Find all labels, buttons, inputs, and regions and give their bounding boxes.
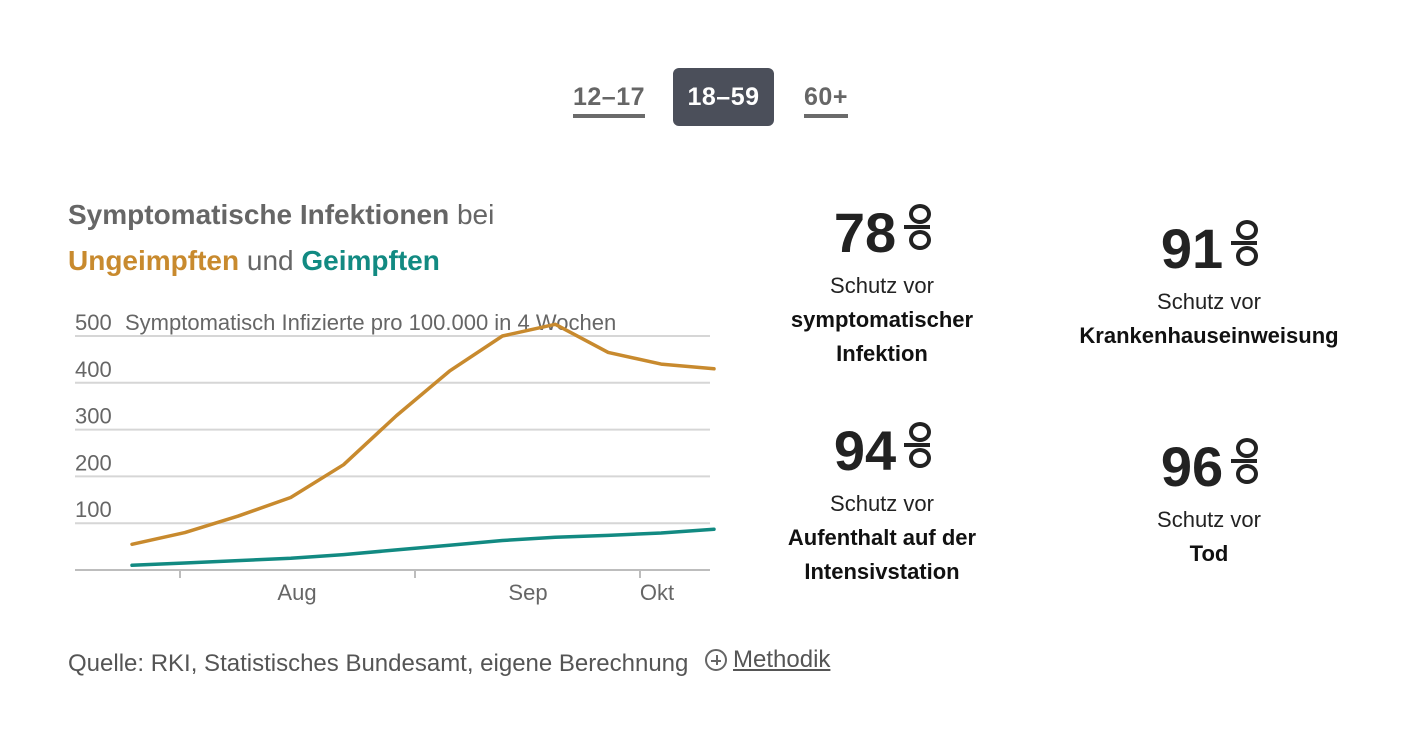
- stat-strong-label: Tod: [1189, 541, 1229, 566]
- stat-number: 96: [1160, 435, 1224, 498]
- stat-strong-label: Krankenhauseinweisung: [1079, 323, 1339, 348]
- y-tick-label: 200: [75, 450, 112, 475]
- source-footer: Quelle: RKI, Statistisches Bundesamt, ei…: [68, 646, 830, 678]
- plus-circle-icon: [705, 649, 728, 671]
- stat-symptomatic-infection: 78 Schutz vor symptomatischer Infektion: [722, 202, 1042, 371]
- y-axis-title: Symptomatisch Infizierte pro 100.000 in …: [125, 310, 616, 335]
- stat-death: 96 Schutz vor Tod: [1049, 436, 1369, 571]
- tab-label: 60+: [804, 82, 848, 118]
- methodik-label: Methodik: [733, 646, 831, 673]
- y-tick-label: 300: [75, 404, 112, 429]
- stat-value: 91: [1049, 218, 1369, 279]
- x-tick-label: Sep: [508, 580, 547, 605]
- tab-60-plus[interactable]: 60+: [800, 68, 852, 126]
- source-text: Quelle: RKI, Statistisches Bundesamt, ei…: [68, 650, 689, 677]
- stat-strong-label: symptomatischer Infektion: [790, 307, 974, 366]
- x-tick-label: Aug: [277, 580, 316, 605]
- infection-line-chart: 100 200 300 400 500 Symptomatisch Infizierte …: [75, 310, 716, 605]
- tab-18-59[interactable]: 18–59: [673, 68, 774, 126]
- stat-label: Schutz vor: [830, 273, 934, 298]
- stat-number: 78: [833, 201, 897, 264]
- stat-value: 78: [722, 202, 1042, 263]
- y-tick-label: 500: [75, 310, 112, 335]
- stat-intensive-care: 94 Schutz vor Aufenthalt auf der Intensi…: [722, 420, 1042, 589]
- series-line-unvaccinated: [130, 322, 716, 547]
- heading-part-und: und: [239, 245, 302, 276]
- stat-label: Schutz vor: [1157, 507, 1261, 532]
- heading-part-unvaccinated: Ungeimpften: [68, 245, 240, 276]
- percent-icon: [1231, 436, 1259, 486]
- age-group-tabs: 12–17 18–59 60+: [560, 68, 860, 128]
- tab-12-17[interactable]: 12–17: [570, 68, 648, 126]
- heading-part-vaccinated: Geimpften: [301, 245, 440, 276]
- y-tick-label: 400: [75, 357, 112, 382]
- percent-icon: [1231, 218, 1259, 268]
- stat-value: 96: [1049, 436, 1369, 497]
- stat-label: Schutz vor: [830, 491, 934, 516]
- stat-label: Schutz vor: [1157, 289, 1261, 314]
- tab-label: 18–59: [687, 83, 760, 111]
- percent-icon: [904, 202, 932, 252]
- stat-strong-label: Aufenthalt auf der Intensivstation: [787, 525, 977, 584]
- tab-label: 12–17: [572, 82, 646, 118]
- x-tick-label: Okt: [640, 580, 674, 605]
- stat-value: 94: [722, 420, 1042, 481]
- stat-number: 91: [1160, 217, 1224, 280]
- heading-part-bei: bei: [449, 199, 495, 230]
- y-tick-label: 100: [75, 497, 112, 522]
- stat-number: 94: [833, 419, 897, 482]
- percent-icon: [904, 420, 932, 470]
- heading-part-infections: Symptomatische Infektionen: [68, 199, 450, 230]
- series-line-vaccinated: [130, 527, 716, 568]
- chart-heading: Symptomatische Infektionen bei Ungeimpft…: [68, 192, 668, 284]
- methodik-link[interactable]: Methodik: [705, 646, 830, 674]
- stat-hospitalisation: 91 Schutz vor Krankenhauseinweisung: [1049, 218, 1369, 353]
